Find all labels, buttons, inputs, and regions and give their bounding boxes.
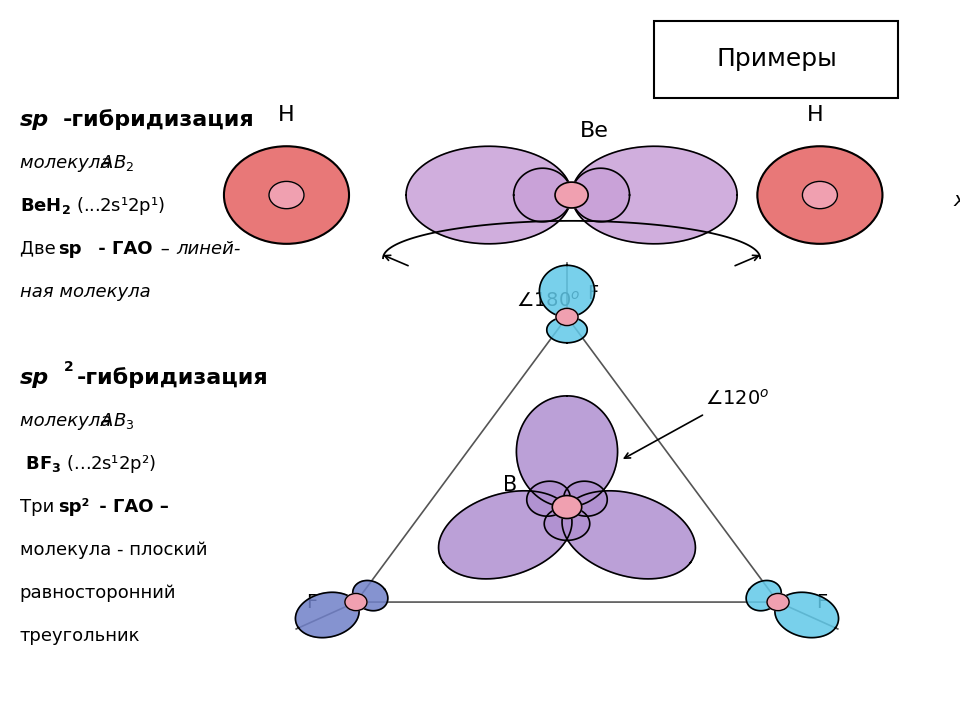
Circle shape	[224, 146, 349, 244]
Text: равносторонний: равносторонний	[20, 584, 177, 602]
Text: H: H	[278, 104, 295, 125]
Text: ная молекула: ная молекула	[20, 283, 151, 301]
Polygon shape	[571, 168, 630, 222]
Text: $\angle$180$^o$: $\angle$180$^o$	[516, 291, 581, 311]
Circle shape	[803, 181, 837, 209]
Polygon shape	[544, 507, 589, 541]
FancyBboxPatch shape	[655, 21, 898, 98]
Circle shape	[552, 495, 582, 518]
Text: Примеры: Примеры	[716, 48, 837, 71]
Text: треугольник: треугольник	[20, 627, 140, 645]
Polygon shape	[775, 593, 838, 638]
Text: –: –	[155, 240, 176, 258]
Text: Три: Три	[20, 498, 60, 516]
Text: sp: sp	[20, 109, 49, 130]
Circle shape	[345, 593, 367, 611]
Polygon shape	[562, 491, 695, 579]
Polygon shape	[516, 396, 617, 507]
Text: -гибридизация: -гибридизация	[77, 367, 269, 388]
Text: F: F	[817, 593, 828, 612]
Polygon shape	[439, 491, 572, 579]
Polygon shape	[296, 593, 359, 638]
Polygon shape	[514, 168, 571, 222]
Circle shape	[556, 308, 578, 325]
Text: -гибридизация: -гибридизация	[63, 109, 254, 130]
Polygon shape	[527, 481, 570, 516]
Circle shape	[757, 146, 882, 244]
Text: молекула: молекула	[20, 154, 117, 172]
Polygon shape	[406, 146, 571, 244]
Text: $AB_2$: $AB_2$	[100, 153, 134, 173]
Text: sp²: sp²	[59, 498, 90, 516]
Circle shape	[767, 593, 789, 611]
Text: sp: sp	[20, 368, 49, 388]
Circle shape	[269, 181, 304, 209]
Text: B: B	[503, 475, 517, 495]
Text: 2: 2	[64, 360, 74, 374]
Text: F: F	[306, 593, 318, 612]
Polygon shape	[547, 317, 588, 343]
Text: молекула - плоский: молекула - плоский	[20, 541, 207, 559]
Text: $\angle$120$^o$: $\angle$120$^o$	[705, 389, 770, 408]
Polygon shape	[352, 580, 388, 611]
Text: - ГАО: - ГАО	[91, 240, 152, 258]
Text: $\mathbf{BF_3}$ (...2s¹2p²): $\mathbf{BF_3}$ (...2s¹2p²)	[20, 453, 156, 475]
Text: sp: sp	[59, 240, 82, 258]
Polygon shape	[571, 146, 737, 244]
Text: x: x	[953, 192, 960, 210]
Text: $\mathbf{BeH_2}$ (...2s¹2p¹): $\mathbf{BeH_2}$ (...2s¹2p¹)	[20, 195, 165, 217]
Text: F: F	[588, 284, 598, 303]
Text: Be: Be	[580, 121, 609, 141]
Text: молекула: молекула	[20, 412, 117, 430]
Polygon shape	[564, 481, 608, 516]
Text: H: H	[807, 104, 824, 125]
Polygon shape	[746, 580, 781, 611]
Circle shape	[555, 182, 588, 208]
Text: линей-: линей-	[176, 240, 241, 258]
Polygon shape	[540, 266, 594, 317]
Text: Две: Две	[20, 240, 61, 258]
Text: - ГАО –: - ГАО –	[93, 498, 169, 516]
Text: $AB_3$: $AB_3$	[100, 411, 134, 431]
